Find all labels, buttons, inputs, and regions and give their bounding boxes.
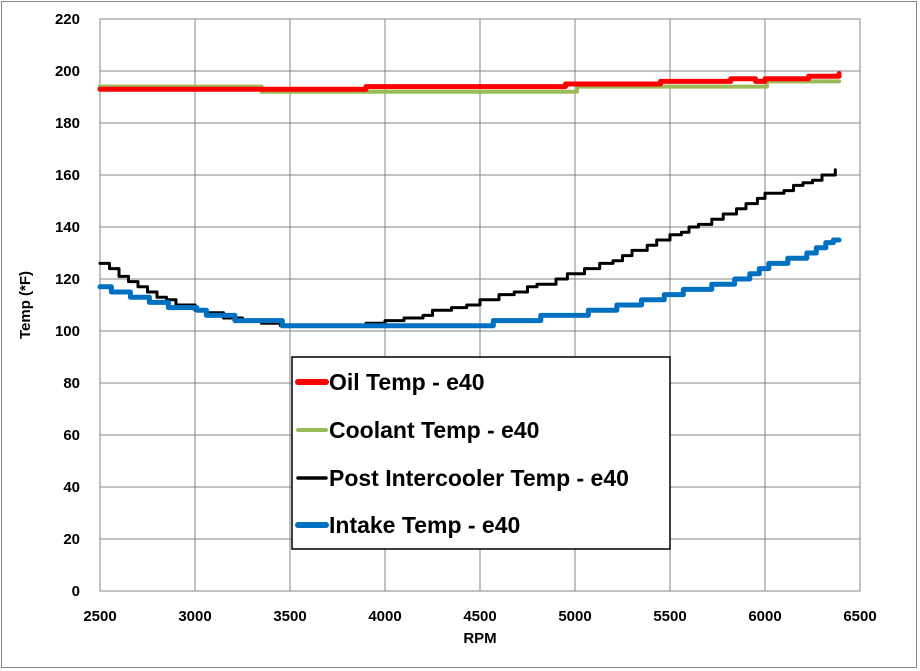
y-tick-label: 220 <box>55 11 80 28</box>
x-tick-label: 4500 <box>463 608 496 625</box>
series-line-oil-temp-e40 <box>97 71 842 92</box>
x-tick-label: 2500 <box>83 608 116 625</box>
y-axis-title: Temp (*F) <box>17 271 34 339</box>
y-tick-label: 180 <box>55 115 80 132</box>
x-axis-title: RPM <box>463 630 496 647</box>
x-tick-label: 5000 <box>558 608 591 625</box>
y-tick-label: 0 <box>72 583 80 600</box>
y-tick-label: 100 <box>55 323 80 340</box>
x-tick-label: 4000 <box>368 608 401 625</box>
x-tick-label: 5500 <box>653 608 686 625</box>
y-tick-label: 20 <box>63 531 80 548</box>
legend-label-intake-temp: Intake Temp - e40 <box>329 512 520 538</box>
series-line-coolant-temp-e40 <box>98 79 842 94</box>
y-tick-label: 80 <box>63 375 80 392</box>
y-tick-label: 120 <box>55 271 80 288</box>
y-tick-label: 140 <box>55 219 80 236</box>
legend-label-post-intercooler-temp: Post Intercooler Temp - e40 <box>329 465 629 491</box>
x-tick-label: 3000 <box>178 608 211 625</box>
x-axis-ticks: 2500 3000 3500 4000 4500 5000 5500 6000 6500 <box>83 608 876 625</box>
legend-label-oil-temp: Oil Temp - e40 <box>329 369 485 395</box>
x-tick-label: 6000 <box>748 608 781 625</box>
y-axis-ticks: 0 20 40 60 80 100 120 140 160 180 200 220 <box>55 11 80 600</box>
y-tick-label: 40 <box>63 479 80 496</box>
x-tick-label: 6500 <box>843 608 876 625</box>
legend-label-coolant-temp: Coolant Temp - e40 <box>329 417 539 443</box>
legend: Oil Temp - e40 Coolant Temp - e40 Post I… <box>291 356 671 550</box>
series-lines <box>97 71 842 329</box>
y-tick-label: 200 <box>55 63 80 80</box>
legend-box <box>291 356 671 550</box>
series-line-intake-temp-e40 <box>97 237 842 329</box>
y-tick-label: 60 <box>63 427 80 444</box>
x-tick-label: 3500 <box>273 608 306 625</box>
y-tick-label: 160 <box>55 167 80 184</box>
